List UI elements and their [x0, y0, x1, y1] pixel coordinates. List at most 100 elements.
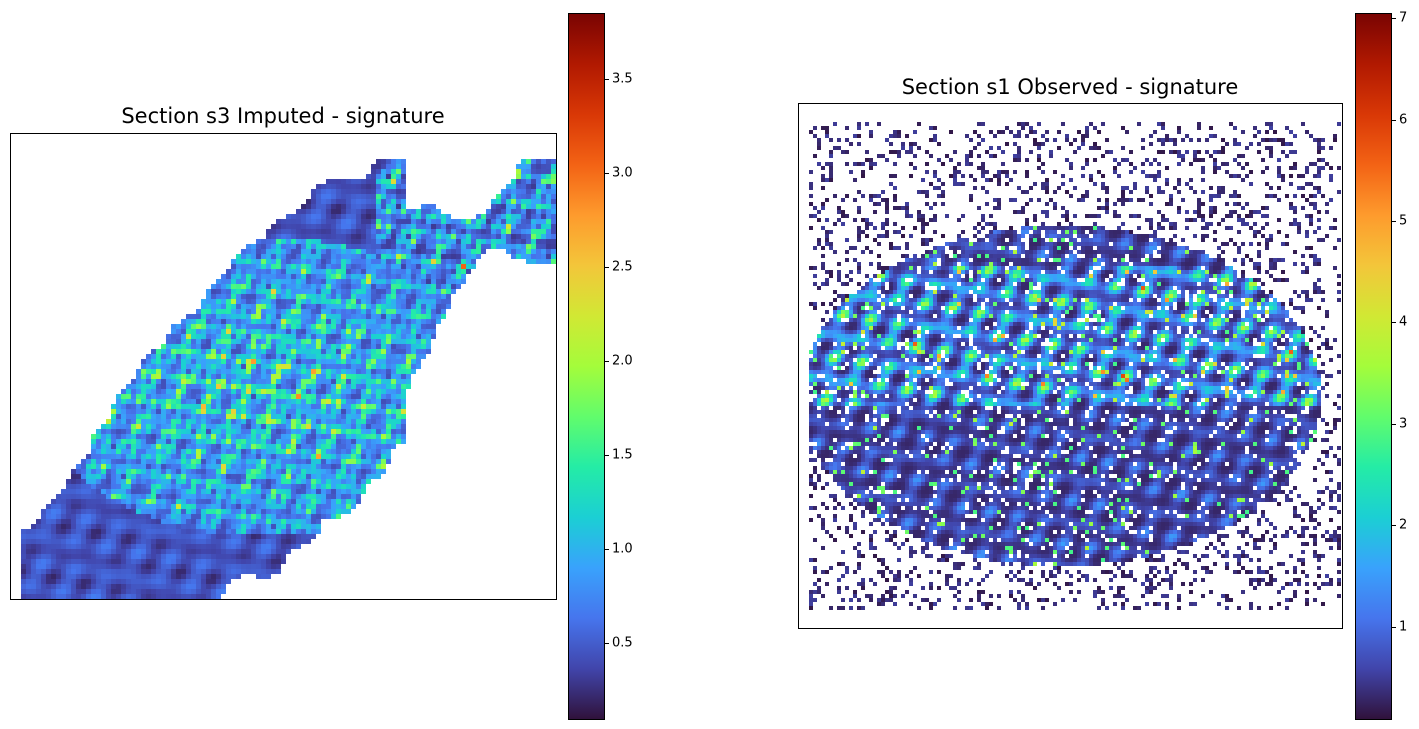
heatmap-cell — [156, 384, 161, 389]
heatmap-cell — [206, 344, 211, 349]
heatmap-cell — [441, 224, 446, 229]
heatmap-cell — [71, 539, 76, 544]
heatmap-cell — [366, 384, 371, 389]
heatmap-cell — [301, 504, 306, 509]
heatmap-cell — [396, 164, 401, 169]
heatmap-cell — [221, 449, 226, 454]
heatmap-cell — [226, 339, 231, 344]
heatmap-cell — [356, 404, 361, 409]
heatmap-cell — [291, 319, 296, 324]
heatmap-cell — [471, 234, 476, 239]
heatmap-cell — [1309, 162, 1313, 166]
heatmap-cell — [346, 499, 351, 504]
heatmap-cell — [336, 294, 341, 299]
heatmap-cell — [331, 224, 336, 229]
heatmap-cell — [241, 384, 246, 389]
heatmap-cell — [156, 424, 161, 429]
heatmap-cell — [381, 414, 386, 419]
heatmap-cell — [281, 229, 286, 234]
heatmap-cell — [26, 579, 31, 584]
heatmap-cell — [146, 444, 151, 449]
heatmap-cell — [271, 544, 276, 549]
heatmap-cell — [281, 504, 286, 509]
heatmap-cell — [281, 349, 286, 354]
heatmap-cell — [376, 319, 381, 324]
heatmap-cell — [326, 394, 331, 399]
heatmap-cell — [281, 514, 286, 519]
heatmap-cell — [381, 254, 386, 259]
heatmap-cell — [36, 569, 41, 574]
heatmap-cell — [829, 138, 833, 142]
heatmap-cell — [41, 579, 46, 584]
heatmap-cell — [166, 514, 171, 519]
heatmap-cell — [481, 249, 486, 254]
heatmap-cell — [36, 549, 41, 554]
heatmap-cell — [226, 284, 231, 289]
heatmap-cell — [301, 259, 306, 264]
heatmap-cell — [241, 464, 246, 469]
heatmap-cell — [491, 229, 496, 234]
heatmap-cell — [161, 524, 166, 529]
heatmap-cell — [416, 354, 421, 359]
heatmap-cell — [396, 439, 401, 444]
heatmap-cell — [416, 254, 421, 259]
heatmap-cell — [311, 289, 316, 294]
heatmap-cell — [1261, 138, 1265, 142]
heatmap-cell — [431, 319, 436, 324]
heatmap-cell — [86, 464, 91, 469]
heatmap-cell — [221, 319, 226, 324]
heatmap-cell — [381, 434, 386, 439]
heatmap-cell — [291, 334, 296, 339]
heatmap-cell — [316, 494, 321, 499]
heatmap-cell — [511, 249, 516, 254]
heatmap-cell — [231, 294, 236, 299]
heatmap-cell — [376, 259, 381, 264]
heatmap-cell — [306, 494, 311, 499]
heatmap-cell — [186, 384, 191, 389]
heatmap-cell — [291, 434, 296, 439]
heatmap-cell — [356, 259, 361, 264]
heatmap-cell — [131, 589, 136, 594]
heatmap-cell — [381, 469, 386, 474]
heatmap-cell — [176, 464, 181, 469]
heatmap-cell — [441, 274, 446, 279]
heatmap-cell — [191, 384, 196, 389]
heatmap-cell — [111, 434, 116, 439]
heatmap-cell — [401, 249, 406, 254]
heatmap-cell — [166, 429, 171, 434]
heatmap-cell — [266, 349, 271, 354]
heatmap-cell — [346, 484, 351, 489]
heatmap-cell — [536, 159, 541, 164]
heatmap-cell — [26, 574, 31, 579]
heatmap-cell — [276, 274, 281, 279]
heatmap-cell — [376, 234, 381, 239]
heatmap-cell — [511, 229, 516, 234]
heatmap-cell — [341, 244, 346, 249]
heatmap-cell — [226, 344, 231, 349]
heatmap-cell — [191, 314, 196, 319]
heatmap-cell — [346, 409, 351, 414]
heatmap-cell — [51, 559, 56, 564]
heatmap-cell — [331, 454, 336, 459]
heatmap-cell — [251, 264, 256, 269]
heatmap-cell — [121, 399, 126, 404]
heatmap-cell — [386, 264, 391, 269]
heatmap-cell — [246, 299, 251, 304]
heatmap-cell — [536, 164, 541, 169]
heatmap-cell — [341, 414, 346, 419]
heatmap-cell — [929, 154, 933, 158]
heatmap-cell — [1329, 166, 1333, 170]
heatmap-cell — [306, 204, 311, 209]
heatmap-cell — [131, 389, 136, 394]
heatmap-cell — [551, 234, 556, 239]
heatmap-cell — [176, 549, 181, 554]
heatmap-cell — [151, 544, 156, 549]
heatmap-cell — [56, 544, 61, 549]
heatmap-cell — [106, 569, 111, 574]
heatmap-cell — [301, 319, 306, 324]
heatmap-cell — [326, 214, 331, 219]
colorbar-tick-mark — [604, 454, 609, 456]
heatmap-cell — [301, 294, 306, 299]
heatmap-cell — [551, 199, 556, 204]
heatmap-cell — [156, 529, 161, 534]
